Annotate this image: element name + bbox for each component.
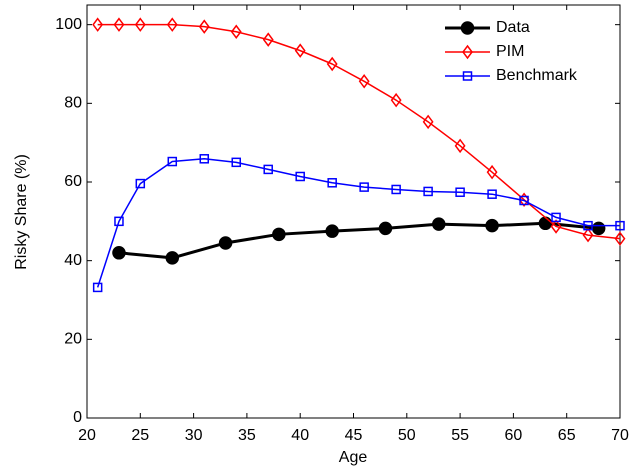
x-tick-label: 45 [345,427,363,444]
data-point [538,216,553,231]
data-point [92,282,103,293]
y-axis-label: Risky Share (%) [13,154,30,270]
legend-marker [462,71,473,81]
data-point [454,138,466,154]
data-point [519,195,529,206]
data-point [327,178,337,188]
data-point [92,17,104,32]
data-point [487,189,497,199]
series-line [97,23,621,240]
x-tick-label: 65 [558,427,576,444]
data-point [165,251,180,265]
x-tick-label: 25 [131,427,149,444]
x-tick-label: 30 [185,427,203,444]
legend-marker [460,21,475,35]
data-point [359,182,369,192]
data-point [231,157,241,168]
data-point [358,74,370,89]
data-point [422,114,434,130]
data-point [199,154,210,164]
data-point [325,224,339,238]
legend-marker [462,44,473,60]
y-tick-label: 0 [73,409,82,426]
data-point [582,227,594,243]
data-point [167,156,178,167]
data-point [218,236,233,250]
data-point [295,171,305,182]
y-tick-label: 40 [64,252,82,269]
x-axis-label: Age [339,449,368,466]
series-line [96,158,620,288]
y-tick-label: 100 [55,16,82,33]
data-point [326,56,338,72]
data-point [166,17,178,32]
data-point [455,187,465,197]
data-point [113,17,125,32]
data-point [591,221,606,236]
data-point [391,184,401,195]
series-line [118,221,599,260]
legend-label: Benchmark [496,67,578,84]
data-point [112,246,126,260]
data-point [262,32,274,47]
x-tick-label: 35 [238,427,256,444]
data-point [551,212,561,223]
data-point [134,17,146,32]
data-point [423,186,433,197]
data-point [550,219,562,234]
legend-label: PIM [496,43,524,60]
data-point [135,178,146,189]
data-point [614,231,626,246]
x-tick-label: 70 [611,427,629,444]
x-tick-label: 40 [291,427,309,444]
data-point [485,218,499,233]
x-tick-label: 60 [505,427,523,444]
data-point [486,164,498,180]
x-tick-label: 50 [398,427,416,444]
data-point [615,220,625,231]
legend-label: Data [496,19,530,36]
data-point [114,216,124,227]
data-point [272,227,286,242]
data-point [230,24,242,39]
y-tick-label: 60 [64,173,82,190]
data-point [583,220,593,231]
data-point [390,92,402,108]
data-point [378,221,393,236]
data-point [198,19,210,34]
data-point [263,164,273,175]
x-tick-label: 55 [451,427,469,444]
x-tick-label: 20 [78,427,96,444]
data-point [294,43,306,58]
data-point [518,192,530,207]
data-point [432,217,446,231]
y-tick-label: 20 [64,331,82,348]
y-tick-label: 80 [64,95,82,112]
